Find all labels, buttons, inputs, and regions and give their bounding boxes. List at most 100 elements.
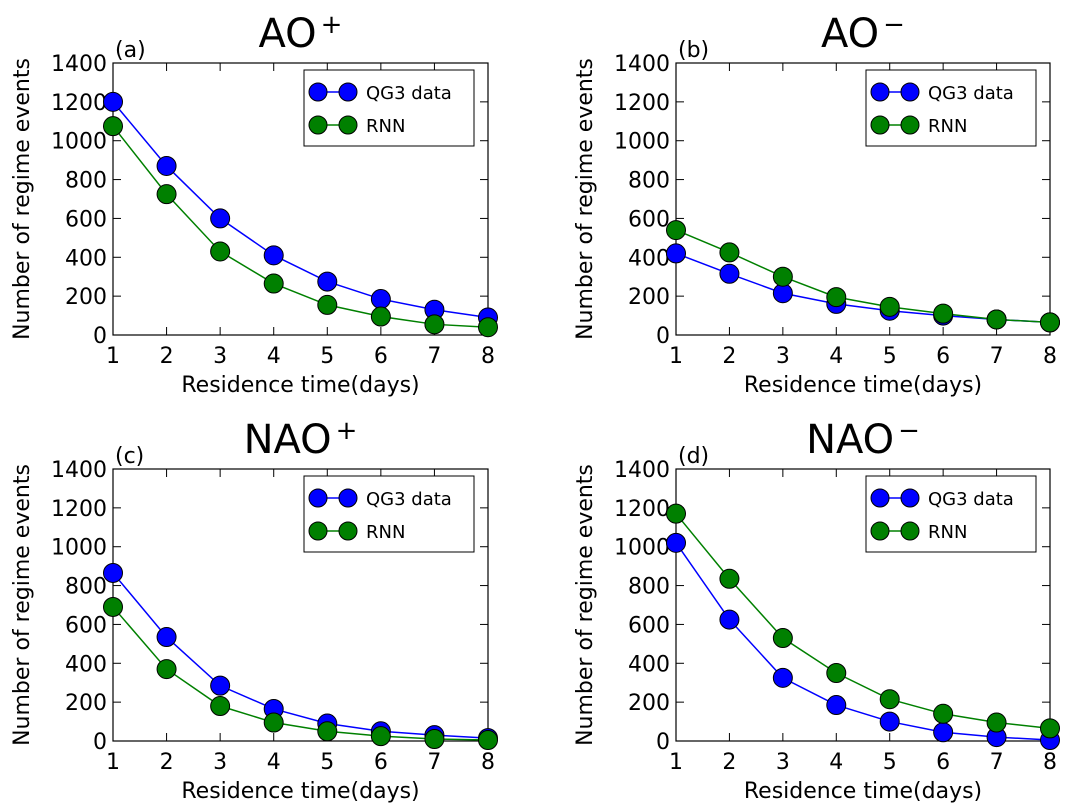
x-tick-label: 6 xyxy=(374,344,388,369)
y-tick-label: 1200 xyxy=(51,91,107,116)
legend-marker xyxy=(308,521,328,541)
legend-marker xyxy=(870,488,890,508)
x-tick-label: 8 xyxy=(481,750,495,775)
plot-frame xyxy=(675,468,1051,742)
x-tick-label: 2 xyxy=(722,344,736,369)
data-point xyxy=(210,675,231,696)
chart-title-superscript: − xyxy=(898,416,920,446)
panel-label: (b) xyxy=(678,38,709,63)
chart-title-main: AO xyxy=(821,11,879,57)
y-tick-label: 600 xyxy=(65,207,107,232)
data-point xyxy=(424,314,445,335)
legend-box xyxy=(303,69,475,147)
y-tick-label: 400 xyxy=(65,652,107,677)
x-tick-label: 8 xyxy=(1043,344,1057,369)
y-tick-label: 1400 xyxy=(51,458,107,483)
data-point xyxy=(156,155,177,176)
legend-marker xyxy=(870,521,890,541)
data-point xyxy=(719,568,740,589)
y-tick-label: 800 xyxy=(65,169,107,194)
data-point xyxy=(666,220,686,241)
x-tick-label: 1 xyxy=(669,344,683,369)
chart-panel-3: NAO − (d) 1 2 3 4 5 6 7 8 0 200 400 600 800 1000 1200 1400… xyxy=(573,416,1060,804)
y-tick-label: 1000 xyxy=(614,130,670,155)
panel-label: (a) xyxy=(115,38,146,63)
y-tick-label: 1000 xyxy=(614,536,670,561)
legend-label: QG3 data xyxy=(366,489,452,510)
data-point xyxy=(719,242,740,263)
legend-box xyxy=(865,475,1037,553)
data-point xyxy=(103,596,123,617)
data-point xyxy=(210,208,231,229)
data-point xyxy=(772,667,793,688)
legend-marker xyxy=(870,115,890,135)
data-point xyxy=(719,609,740,630)
x-tick-label: 3 xyxy=(776,750,790,775)
y-tick-label: 1200 xyxy=(614,91,670,116)
data-point xyxy=(156,659,177,680)
y-tick-label: 200 xyxy=(628,285,670,310)
x-tick-label: 4 xyxy=(829,344,843,369)
plot-frame xyxy=(675,62,1051,336)
legend-marker xyxy=(338,82,358,102)
data-point xyxy=(210,241,231,262)
data-point xyxy=(210,696,231,717)
data-point xyxy=(933,703,954,724)
y-tick-label: 200 xyxy=(628,691,670,716)
y-tick-label: 1200 xyxy=(51,497,107,522)
x-tick-label: 1 xyxy=(106,344,120,369)
data-point xyxy=(103,562,123,583)
data-point xyxy=(317,721,338,742)
x-tick-label: 6 xyxy=(374,750,388,775)
legend-marker xyxy=(338,521,358,541)
y-tick-label: 1000 xyxy=(51,536,107,561)
chart-title-main: AO xyxy=(259,11,317,57)
x-tick-label: 2 xyxy=(160,750,174,775)
data-point xyxy=(879,689,900,710)
y-tick-label: 800 xyxy=(65,575,107,600)
x-tick-label: 1 xyxy=(669,750,683,775)
data-point xyxy=(719,263,740,284)
legend-marker xyxy=(900,115,920,135)
chart-title-main: NAO xyxy=(244,417,332,463)
data-point xyxy=(772,628,793,649)
y-tick-label: 600 xyxy=(628,613,670,638)
data-point xyxy=(1040,312,1060,333)
x-tick-label: 5 xyxy=(883,344,897,369)
legend-marker xyxy=(338,115,358,135)
chart-title: NAO + xyxy=(244,416,358,463)
y-axis-label: Number of regime events xyxy=(10,58,35,340)
data-point xyxy=(156,184,177,205)
data-point xyxy=(156,627,177,648)
x-tick-label: 3 xyxy=(776,344,790,369)
y-tick-label: 1400 xyxy=(51,52,107,77)
y-tick-label: 600 xyxy=(65,613,107,638)
legend-marker xyxy=(308,115,328,135)
series-line-1 xyxy=(112,125,489,328)
y-tick-label: 0 xyxy=(93,324,107,349)
y-tick-label: 1000 xyxy=(51,130,107,155)
legend-marker xyxy=(900,521,920,541)
y-tick-label: 1400 xyxy=(614,458,670,483)
y-axis-label: Number of regime events xyxy=(573,464,598,746)
data-point xyxy=(879,296,900,317)
chart-panel-1: AO − (b) 1 2 3 4 5 6 7 8 0 200 400 600 800 1000 1200 1400 R… xyxy=(573,10,1060,398)
legend-marker xyxy=(900,488,920,508)
panel-label: (d) xyxy=(678,444,709,469)
data-point xyxy=(666,503,686,524)
data-point xyxy=(103,116,123,137)
x-tick-label: 3 xyxy=(213,344,227,369)
y-tick-label: 1400 xyxy=(614,52,670,77)
chart-title-superscript: + xyxy=(336,416,358,446)
y-tick-label: 800 xyxy=(628,169,670,194)
data-point xyxy=(263,245,284,266)
legend-label: QG3 data xyxy=(928,489,1014,510)
y-axis-label: Number of regime events xyxy=(10,464,35,746)
x-tick-label: 3 xyxy=(213,750,227,775)
legend-label: RNN xyxy=(928,116,967,137)
data-point xyxy=(317,294,338,315)
legend-box xyxy=(865,69,1037,147)
x-axis-label: Residence time(days) xyxy=(181,779,419,804)
chart-title: AO − xyxy=(821,10,905,57)
